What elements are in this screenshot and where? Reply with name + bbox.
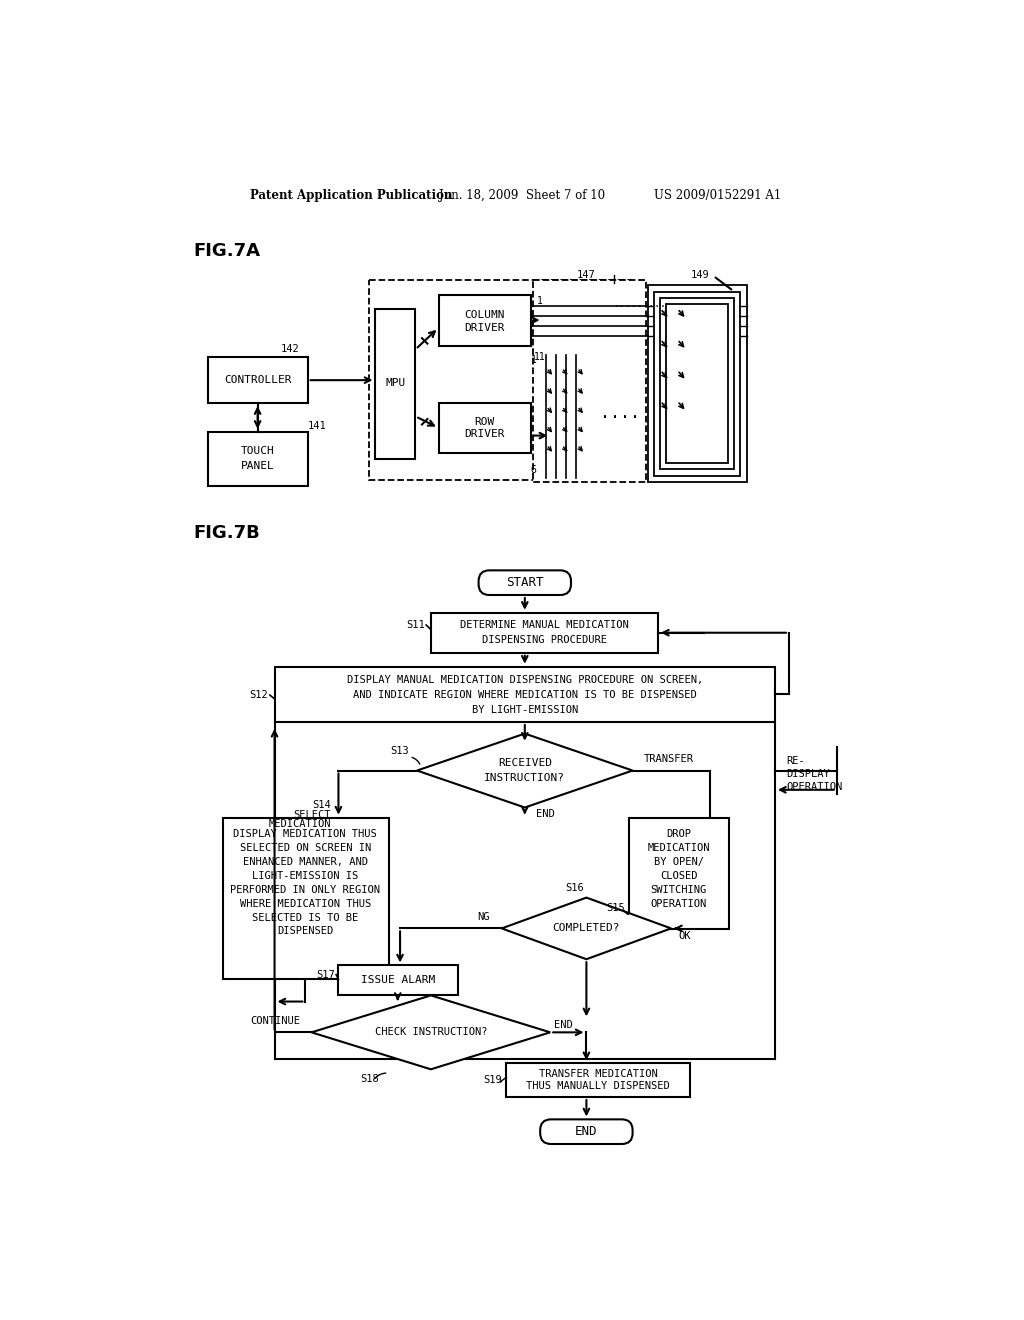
Text: ....: ....: [599, 404, 640, 421]
Text: CLOSED: CLOSED: [660, 871, 697, 880]
Text: CONTINUE: CONTINUE: [250, 1016, 300, 1026]
Text: S19: S19: [483, 1074, 502, 1085]
Text: 147: 147: [578, 271, 596, 280]
Text: RE-: RE-: [786, 756, 805, 767]
Text: 142: 142: [281, 345, 299, 354]
Text: PANEL: PANEL: [241, 462, 274, 471]
Bar: [370, 280, 631, 480]
Text: S14: S14: [312, 800, 331, 810]
Bar: [376, 309, 416, 459]
Text: DETERMINE MANUAL MEDICATION: DETERMINE MANUAL MEDICATION: [460, 620, 629, 630]
Text: OPERATION: OPERATION: [786, 783, 843, 792]
Text: 1: 1: [530, 355, 537, 366]
Bar: [506, 1063, 690, 1097]
Text: LIGHT-EMISSION IS: LIGHT-EMISSION IS: [252, 871, 358, 880]
Text: DISPENSING PROCEDURE: DISPENSING PROCEDURE: [481, 635, 606, 644]
Text: S16: S16: [565, 883, 585, 894]
Text: S11: S11: [406, 620, 425, 630]
Text: S17: S17: [315, 970, 335, 979]
Text: BY OPEN/: BY OPEN/: [653, 857, 703, 867]
Text: TRANSFER: TRANSFER: [644, 754, 694, 764]
FancyBboxPatch shape: [478, 570, 571, 595]
Text: TRANSFER MEDICATION: TRANSFER MEDICATION: [539, 1069, 657, 1078]
Text: DRIVER: DRIVER: [465, 323, 505, 333]
Text: SWITCHING: SWITCHING: [650, 884, 707, 895]
Text: THUS MANUALLY DISPENSED: THUS MANUALLY DISPENSED: [526, 1081, 670, 1092]
Text: MEDICATION: MEDICATION: [268, 820, 331, 829]
Bar: [654, 292, 740, 475]
Bar: [339, 965, 458, 995]
Text: TOUCH: TOUCH: [241, 446, 274, 455]
Bar: [223, 817, 388, 979]
Text: NG: NG: [477, 912, 490, 921]
Text: 6: 6: [530, 465, 537, 475]
Text: RECEIVED: RECEIVED: [498, 758, 552, 768]
Text: SELECT: SELECT: [293, 810, 331, 820]
Text: US 2009/0152291 A1: US 2009/0152291 A1: [654, 189, 781, 202]
Text: S12: S12: [250, 690, 268, 700]
Text: ROW: ROW: [475, 417, 495, 426]
Text: END: END: [537, 809, 555, 818]
Polygon shape: [311, 995, 550, 1069]
Text: OPERATION: OPERATION: [650, 899, 707, 908]
Text: DISPLAY MANUAL MEDICATION DISPENSING PROCEDURE ON SCREEN,: DISPLAY MANUAL MEDICATION DISPENSING PRO…: [347, 676, 702, 685]
Text: ENHANCED MANNER, AND: ENHANCED MANNER, AND: [243, 857, 368, 867]
Text: START: START: [506, 576, 544, 589]
Bar: [438, 296, 531, 346]
Text: END: END: [554, 1019, 572, 1030]
Text: DISPLAY: DISPLAY: [786, 770, 830, 779]
Text: CHECK INSTRUCTION?: CHECK INSTRUCTION?: [375, 1027, 487, 1038]
FancyBboxPatch shape: [541, 1119, 633, 1144]
Text: COMPLETED?: COMPLETED?: [553, 924, 621, 933]
Bar: [660, 298, 734, 470]
Text: Jun. 18, 2009  Sheet 7 of 10: Jun. 18, 2009 Sheet 7 of 10: [438, 189, 605, 202]
Text: ISSUE ALARM: ISSUE ALARM: [360, 975, 435, 985]
Text: DROP: DROP: [667, 829, 691, 840]
Bar: [438, 404, 531, 453]
Text: 1: 1: [538, 296, 543, 306]
Text: DISPLAY MEDICATION THUS: DISPLAY MEDICATION THUS: [233, 829, 377, 840]
Text: ..........: ..........: [613, 298, 672, 309]
Text: INSTRUCTION?: INSTRUCTION?: [484, 774, 565, 783]
Text: S18: S18: [359, 1073, 379, 1084]
Text: DISPENSED: DISPENSED: [278, 927, 334, 936]
Text: 11: 11: [535, 352, 546, 362]
Text: CONTROLLER: CONTROLLER: [224, 375, 292, 385]
Text: OK: OK: [679, 931, 691, 941]
Bar: [629, 817, 729, 929]
Text: AND INDICATE REGION WHERE MEDICATION IS TO BE DISPENSED: AND INDICATE REGION WHERE MEDICATION IS …: [353, 690, 696, 700]
Text: Patent Application Publication: Patent Application Publication: [250, 189, 453, 202]
Bar: [667, 304, 728, 463]
Polygon shape: [502, 898, 671, 960]
Text: FIG.7B: FIG.7B: [194, 524, 260, 543]
Bar: [431, 612, 658, 653]
Bar: [532, 280, 646, 482]
Text: MPU: MPU: [385, 379, 406, 388]
Bar: [648, 285, 746, 482]
Text: FIG.7A: FIG.7A: [194, 242, 261, 260]
Text: DRIVER: DRIVER: [465, 429, 505, 440]
Text: END: END: [575, 1125, 598, 1138]
Bar: [208, 358, 307, 404]
Text: SELECTED ON SCREEN IN: SELECTED ON SCREEN IN: [240, 843, 371, 853]
Polygon shape: [417, 734, 633, 808]
Text: S15: S15: [606, 903, 625, 912]
Text: COLUMN: COLUMN: [465, 310, 505, 319]
Text: MEDICATION: MEDICATION: [647, 843, 710, 853]
Text: BY LIGHT-EMISSION: BY LIGHT-EMISSION: [472, 705, 578, 714]
Bar: [274, 667, 775, 722]
Text: WHERE MEDICATION THUS: WHERE MEDICATION THUS: [240, 899, 371, 908]
Text: PERFORMED IN ONLY REGION: PERFORMED IN ONLY REGION: [230, 884, 380, 895]
Bar: [208, 432, 307, 486]
Text: SELECTED IS TO BE: SELECTED IS TO BE: [252, 912, 358, 923]
Text: 149: 149: [691, 271, 710, 280]
Text: 141: 141: [307, 421, 327, 432]
Text: S13: S13: [390, 746, 410, 756]
